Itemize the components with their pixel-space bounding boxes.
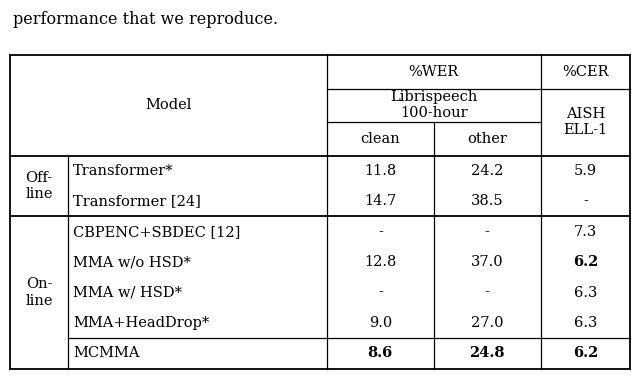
Text: CBPENC+SBDEC [12]: CBPENC+SBDEC [12] — [74, 225, 241, 239]
Text: 7.3: 7.3 — [574, 225, 597, 239]
Text: 6.2: 6.2 — [573, 347, 598, 360]
Text: MCMMA: MCMMA — [74, 347, 140, 360]
Text: 14.7: 14.7 — [364, 194, 397, 208]
Text: -: - — [378, 225, 383, 239]
Text: 6.2: 6.2 — [573, 255, 598, 269]
Text: On-
line: On- line — [25, 277, 52, 307]
Text: %WER: %WER — [409, 65, 459, 79]
Text: clean: clean — [360, 132, 400, 146]
Text: 6.3: 6.3 — [574, 316, 597, 330]
Text: 11.8: 11.8 — [364, 164, 397, 178]
Text: 5.9: 5.9 — [574, 164, 597, 178]
Text: -: - — [485, 225, 490, 239]
Text: MMA+HeadDrop*: MMA+HeadDrop* — [74, 316, 210, 330]
Text: -: - — [485, 285, 490, 299]
Text: %CER: %CER — [563, 65, 609, 79]
Text: 6.3: 6.3 — [574, 285, 597, 299]
Text: 12.8: 12.8 — [364, 255, 397, 269]
Text: 24.8: 24.8 — [470, 347, 505, 360]
Text: Transformer [24]: Transformer [24] — [74, 194, 201, 208]
Text: 37.0: 37.0 — [471, 255, 504, 269]
Text: -: - — [583, 194, 588, 208]
Text: -: - — [378, 285, 383, 299]
Text: 9.0: 9.0 — [369, 316, 392, 330]
Text: Librispeech
100-hour: Librispeech 100-hour — [390, 90, 477, 120]
Text: AISH
ELL-1: AISH ELL-1 — [563, 107, 607, 137]
Text: 8.6: 8.6 — [368, 347, 393, 360]
Text: performance that we reproduce.: performance that we reproduce. — [13, 11, 278, 28]
Text: Off-
line: Off- line — [25, 171, 52, 201]
Text: 38.5: 38.5 — [471, 194, 504, 208]
Text: MMA w/ HSD*: MMA w/ HSD* — [74, 285, 182, 299]
Text: 27.0: 27.0 — [471, 316, 504, 330]
Text: Transformer*: Transformer* — [74, 164, 174, 178]
Text: 24.2: 24.2 — [471, 164, 504, 178]
Text: Model: Model — [145, 98, 191, 112]
Text: other: other — [467, 132, 508, 146]
Text: MMA w/o HSD*: MMA w/o HSD* — [74, 255, 191, 269]
